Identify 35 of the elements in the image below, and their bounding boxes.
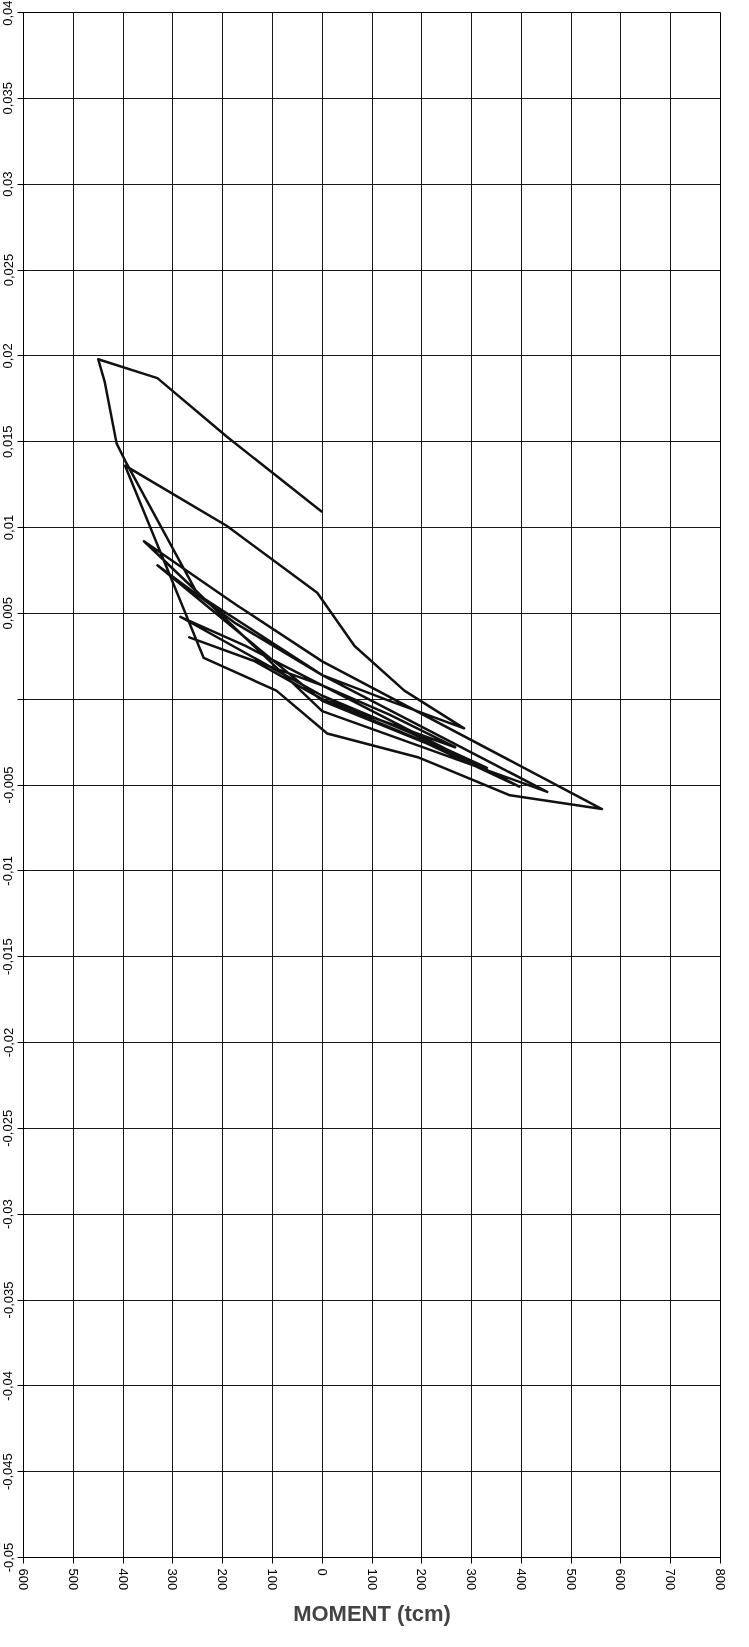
y-tick-label: 0,01: [0, 514, 16, 541]
x-tick-label: 300: [464, 1568, 480, 1591]
y-tick-label: -0,03: [0, 1199, 16, 1229]
y-tick-label: -0,025: [0, 1109, 16, 1147]
x-tick-label: 400: [513, 1568, 529, 1591]
x-axis-title: MOMENT (tcm): [293, 1600, 451, 1626]
x-tick-label: 200: [414, 1568, 430, 1591]
x-tick-label: 400: [115, 1568, 131, 1591]
x-tick-label: 200: [215, 1568, 231, 1591]
y-tick-label: 0,02: [0, 343, 16, 369]
y-tick-label: 0,025: [0, 253, 16, 287]
x-tick-label: 500: [65, 1568, 81, 1591]
x-tick-label: 600: [613, 1568, 629, 1591]
y-tick-label: -0,04: [0, 1371, 16, 1401]
y-tick-label: -0,01: [0, 856, 16, 886]
x-tick-label: 100: [264, 1568, 280, 1591]
y-tick-label: -0,005: [0, 766, 16, 804]
y-tick-label: 0,015: [0, 425, 16, 458]
line-series: [96, 358, 604, 811]
y-tick-label: 0,035: [0, 82, 16, 115]
y-tick-label: -0,035: [0, 1281, 16, 1319]
y-tick-label: 0,005: [0, 597, 16, 630]
x-tick-label: 0: [314, 1568, 330, 1576]
y-tick-label: -0,045: [0, 1453, 16, 1491]
y-tick-label: 0,03: [0, 171, 16, 197]
x-tick-label: 700: [663, 1568, 679, 1591]
x-tick-label: 300: [165, 1568, 181, 1591]
y-tick-label: -0,02: [0, 1027, 16, 1058]
x-tick-label: 500: [563, 1568, 579, 1591]
x-tick-label: 100: [364, 1568, 380, 1591]
y-tick-label: 0,04: [0, 0, 16, 26]
y-tick-label: -0,05: [0, 1542, 16, 1573]
x-tick-label: 600: [16, 1568, 31, 1591]
x-tick-label: 800: [713, 1568, 728, 1591]
y-tick-label: -0,015: [0, 938, 16, 976]
